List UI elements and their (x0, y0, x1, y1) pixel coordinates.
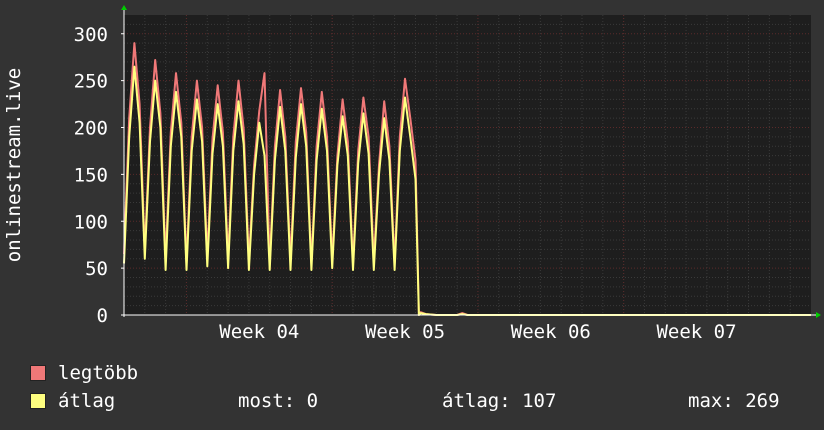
legend-label-atlag: átlag (58, 390, 116, 412)
legend-label-legtobb: legtöbb (58, 362, 139, 384)
y-tick-label: 200 (74, 118, 108, 140)
y-axis-arrow (121, 5, 127, 10)
grid-lines (124, 15, 811, 315)
y-tick-label: 300 (74, 24, 108, 46)
plot-area (124, 15, 811, 315)
y-tick-label: 150 (74, 164, 108, 186)
x-tick-label: Week 07 (656, 321, 736, 343)
x-tick-label: Week 05 (365, 321, 445, 343)
y-tick-label: 0 (97, 305, 108, 327)
atlag-swatch (30, 393, 46, 409)
y-tick-label: 250 (74, 71, 108, 93)
legtobb-swatch (30, 365, 46, 381)
stat-most: most: 0 (238, 390, 319, 412)
y-tick-label: 50 (85, 258, 108, 280)
rrd-chart: 0 50 100 150 200 250 300 Week 04 Week 05 Week 06 W… (3, 5, 821, 343)
y-tick-label: 100 (74, 211, 108, 233)
series-lines (123, 42, 811, 316)
y-axis-label: onlinestream.live (3, 68, 25, 262)
x-tick-label: Week 04 (219, 321, 299, 343)
stat-atlag: átlag: 107 (442, 390, 557, 412)
axes (121, 5, 821, 318)
stat-max: max: 269 (688, 390, 780, 412)
x-axis-arrow (816, 312, 821, 318)
x-tick-label: Week 06 (511, 321, 591, 343)
tick-labels: 0 50 100 150 200 250 300 Week 04 Week 05 Week 06 W… (74, 24, 737, 343)
series-line-atlag (123, 65, 811, 316)
